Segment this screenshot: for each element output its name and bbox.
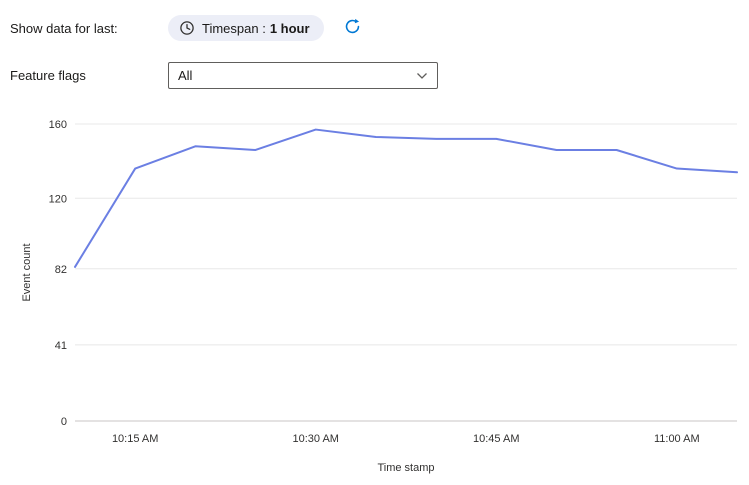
timespan-row: Show data for last: Timespan :1 hour	[0, 0, 749, 42]
clock-icon	[179, 20, 195, 36]
line-chart-svg: 0 41 82 120 160 10:15 AM 10:30 AM 10:45 AM 11:00…	[21, 119, 738, 474]
y-tick-label: 160	[49, 119, 67, 131]
x-tick-label: 11:00 AM	[654, 433, 700, 445]
feature-flags-label: Feature flags	[10, 68, 86, 83]
y-tick-label: 82	[55, 264, 67, 276]
feature-flags-dropdown[interactable]: All	[168, 62, 438, 89]
y-tick-label: 0	[61, 416, 67, 428]
y-tick-label: 120	[49, 193, 67, 205]
feature-flags-selected-value: All	[178, 68, 193, 83]
refresh-icon	[344, 18, 361, 38]
x-tick-label: 10:15 AM	[112, 433, 158, 445]
x-axis-title: Time stamp	[377, 462, 434, 474]
y-tick-label: 41	[55, 340, 67, 352]
timespan-chip-value: 1 hour	[269, 20, 310, 36]
x-tick-label: 10:30 AM	[292, 433, 338, 445]
refresh-button[interactable]	[340, 14, 365, 42]
timespan-chip[interactable]: Timespan :1 hour	[168, 15, 324, 41]
chart-line	[74, 128, 738, 268]
event-count-chart: 0 41 82 120 160 10:15 AM 10:30 AM 10:45 AM 11:00…	[0, 109, 749, 485]
feature-flags-row: Feature flags All	[0, 42, 749, 89]
x-tick-label: 10:45 AM	[473, 433, 519, 445]
show-data-label: Show data for last:	[10, 20, 118, 36]
timespan-chip-prefix: Timespan :	[202, 20, 266, 36]
timespan-chip-label: Timespan :1 hour	[202, 21, 310, 36]
chevron-down-icon	[416, 68, 428, 83]
y-axis-title: Event count	[21, 243, 33, 301]
